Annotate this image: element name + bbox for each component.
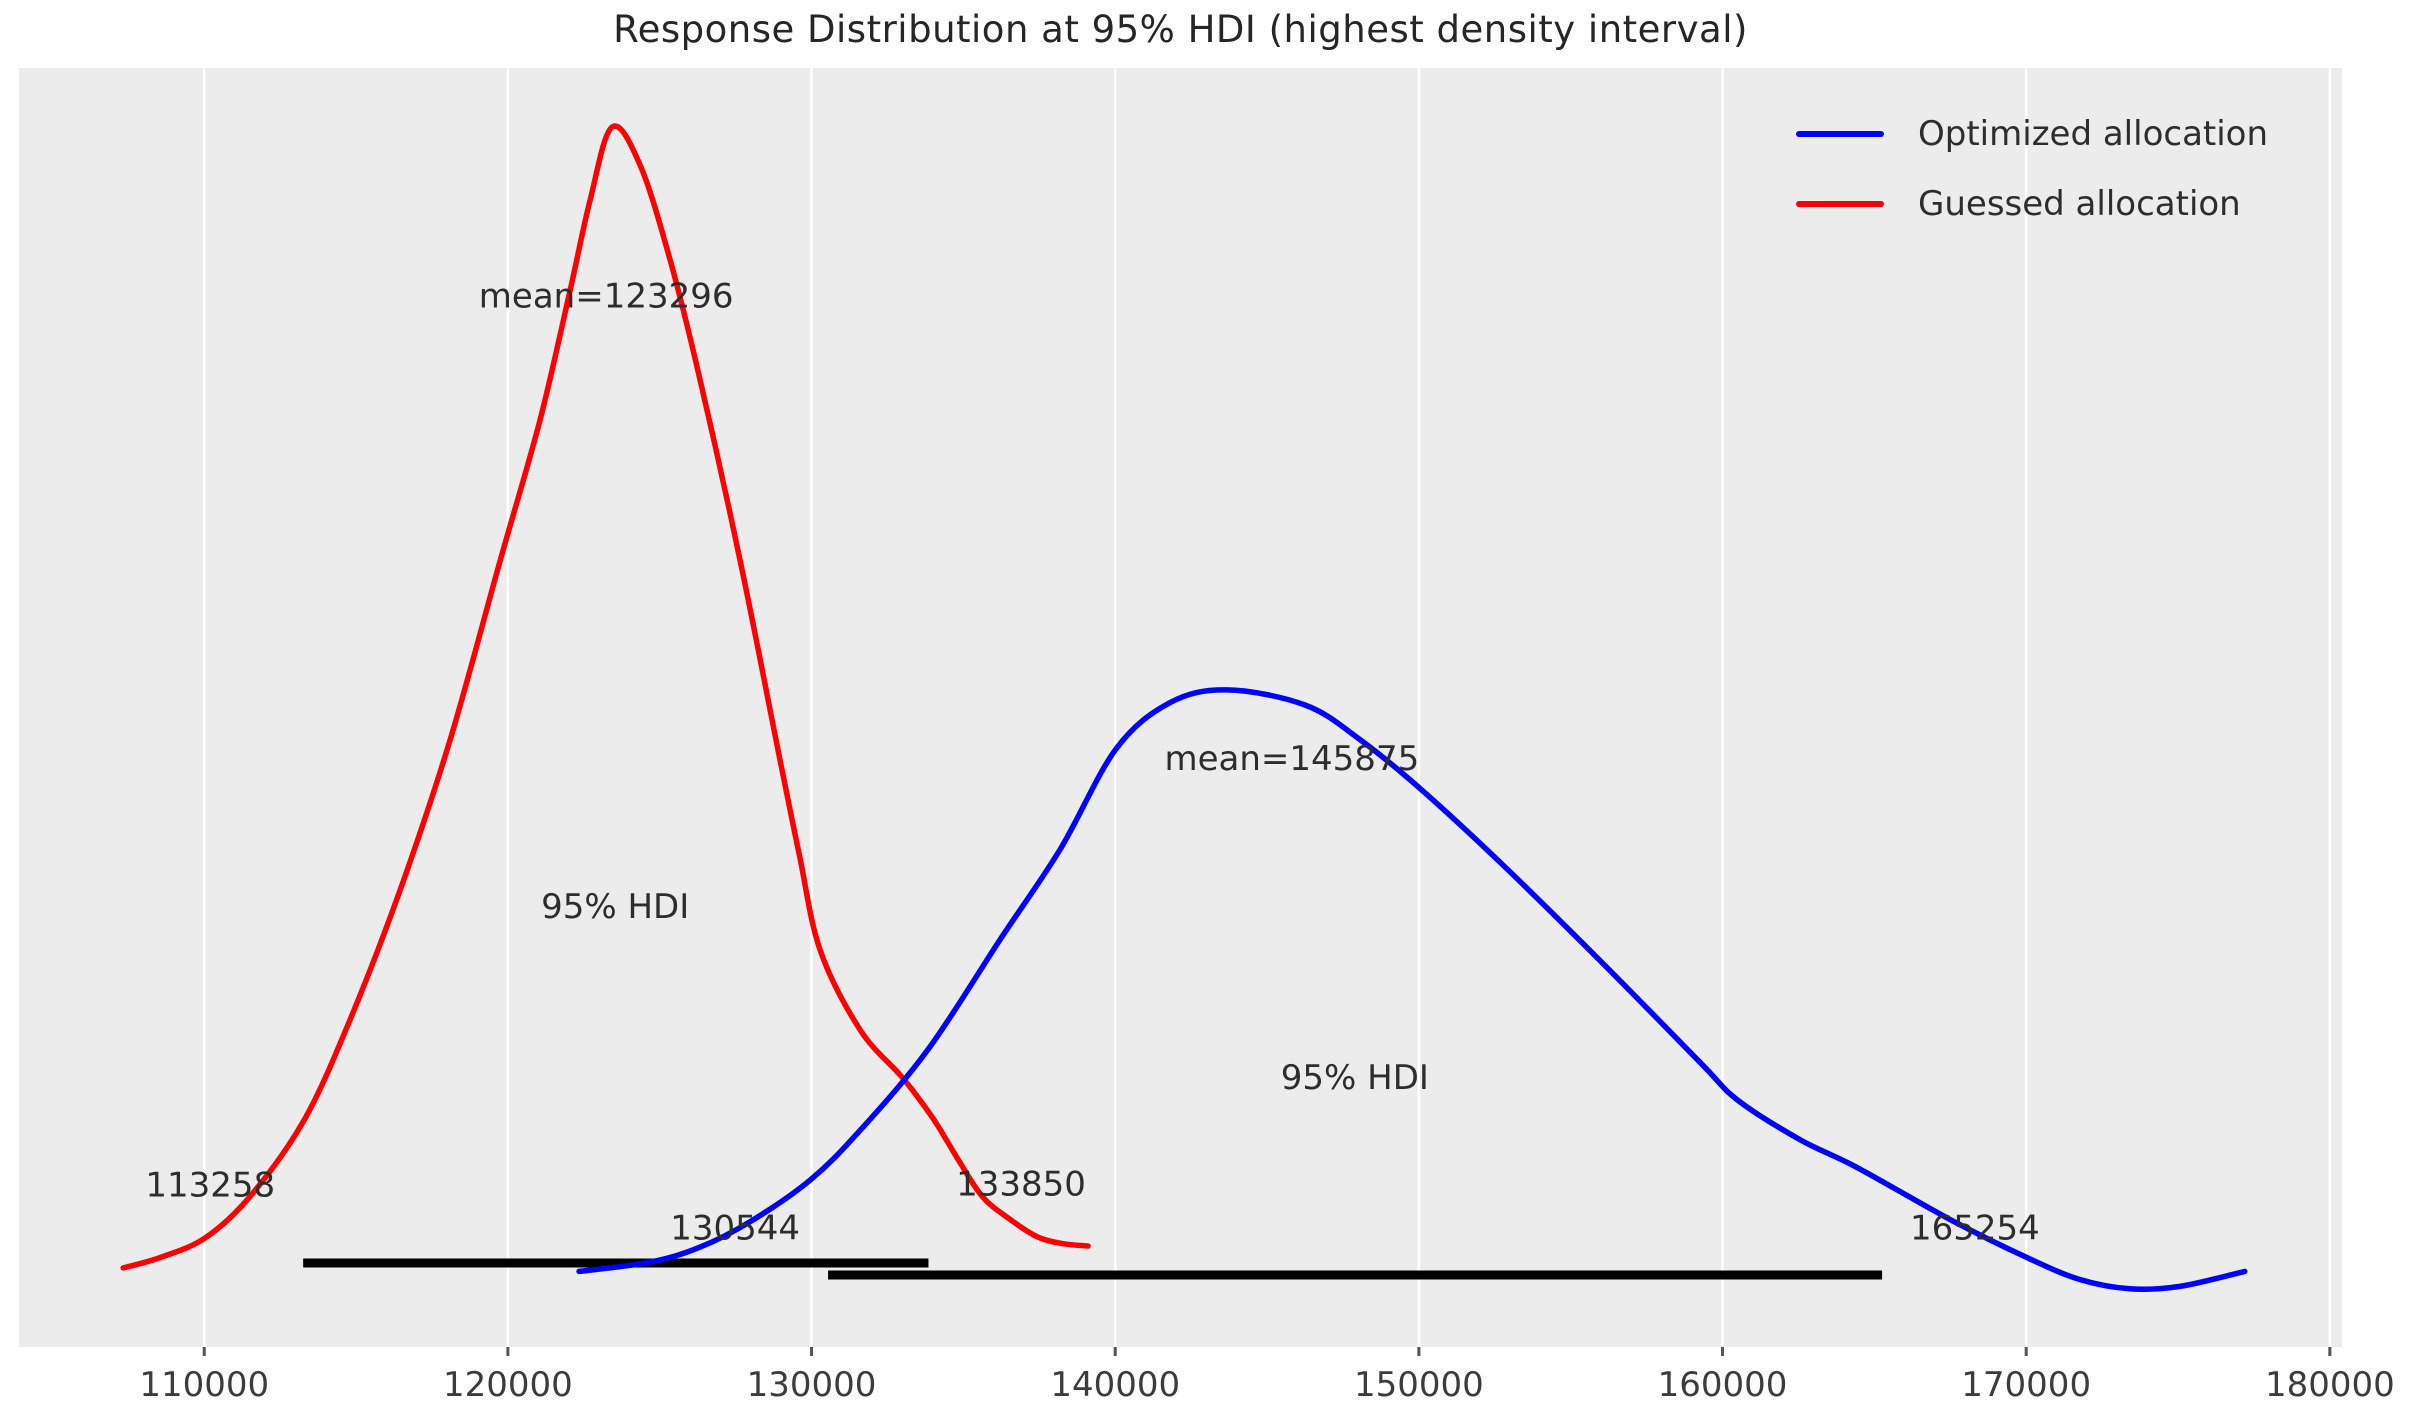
- legend-item-guessed: Guessed allocation: [1796, 184, 2268, 224]
- legend-line-guessed-icon: [1796, 201, 1884, 207]
- x-tick-label: 130000: [747, 1365, 877, 1405]
- annotation-5: 133850: [956, 1164, 1086, 1204]
- x-tick-label: 110000: [139, 1365, 269, 1405]
- chart-title: Response Distribution at 95% HDI (highes…: [613, 8, 1748, 51]
- x-tick-label: 170000: [1961, 1365, 2091, 1405]
- x-tick-label: 160000: [1658, 1365, 1788, 1405]
- x-tick-label: 180000: [2265, 1365, 2395, 1405]
- annotation-6: 130544: [670, 1208, 800, 1248]
- annotation-3: 95% HDI: [1281, 1058, 1429, 1098]
- kde-curve-guessed: [120, 123, 1091, 1271]
- legend-label-guessed: Guessed allocation: [1918, 184, 2241, 224]
- annotation-7: 165254: [1910, 1208, 2040, 1248]
- legend-label-optimized: Optimized allocation: [1918, 114, 2269, 154]
- plot-area: [19, 68, 2342, 1347]
- x-tick-label: 150000: [1354, 1365, 1484, 1405]
- annotation-1: mean=145875: [1165, 739, 1420, 779]
- annotation-2: 95% HDI: [541, 887, 689, 927]
- kde-curve-optimized: [576, 687, 2248, 1293]
- legend-line-optimized-icon: [1796, 131, 1884, 137]
- x-tick-label: 120000: [443, 1365, 573, 1405]
- annotation-4: 113258: [145, 1166, 275, 1206]
- annotation-0: mean=123296: [479, 277, 734, 317]
- x-tick-label: 140000: [1050, 1365, 1180, 1405]
- legend-item-optimized: Optimized allocation: [1796, 114, 2268, 154]
- legend: Optimized allocation Guessed allocation: [1796, 114, 2268, 224]
